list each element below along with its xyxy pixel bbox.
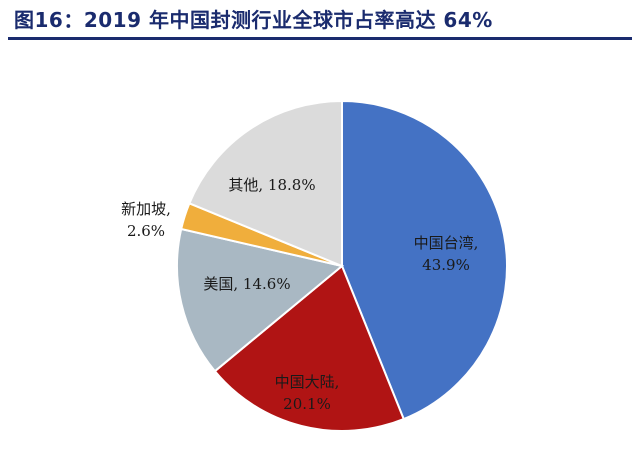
slice-label-5: 其他, 18.8% (228, 176, 315, 194)
pie-slices (176, 99, 508, 432)
pie-slice-5 (188, 99, 343, 268)
chart-title: 图16：2019 年中国封测行业全球市占率高达 64% (14, 8, 493, 32)
title-underline (8, 37, 632, 40)
pie-slice-3 (176, 227, 345, 373)
slice-label-3: 美国, 14.6% (203, 275, 290, 293)
pie-slice-2 (213, 264, 406, 432)
slice-label-1: 中国台湾, 43.9% (414, 234, 479, 274)
slice-label-2: 中国大陆, 20.1% (275, 373, 340, 413)
pie-slice-1 (341, 99, 508, 421)
pie-labels: 中国台湾, 43.9% 中国大陆, 20.1% 美国, 14.6% 新加坡, 2.6% 其他,… (121, 176, 478, 413)
slice-label-4: 新加坡, 2.6% (121, 200, 171, 240)
